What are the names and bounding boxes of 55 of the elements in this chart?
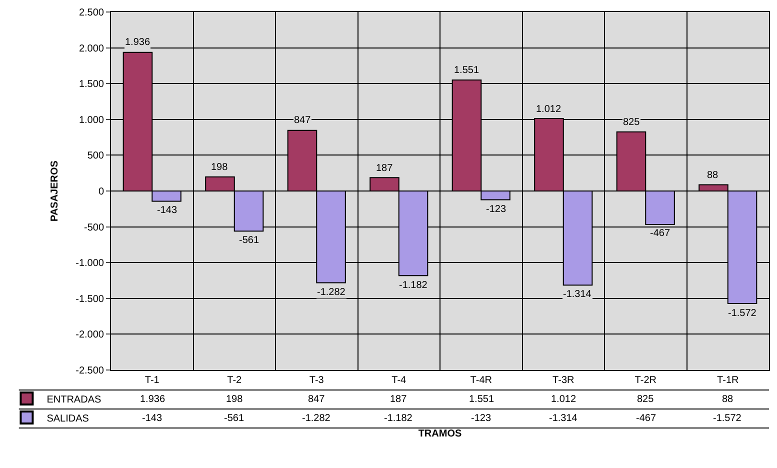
y-tick-label: 1.000 (78, 114, 104, 126)
data-label: 825 (637, 394, 654, 405)
x-tick-label: T-1 (144, 375, 160, 386)
data-label: 187 (390, 394, 408, 405)
data-label: -1.572 (713, 413, 742, 424)
text: 1.936 (125, 37, 150, 48)
data-label: -1.314 (549, 413, 578, 424)
legend-label: ENTRADAS (46, 394, 102, 406)
data-label: -467 (636, 413, 656, 424)
y-tick-label: -500 (84, 222, 104, 234)
x-tick-label: T-4R (470, 375, 492, 386)
x-tick-label: T-4 (392, 375, 407, 386)
text: -1.572 (728, 308, 756, 319)
y-tick-label: 2.000 (78, 43, 104, 54)
y-axis-title: PASAJEROS (50, 160, 61, 222)
x-tick-label: T-3 (309, 375, 324, 386)
y-tick-label: -1.500 (76, 294, 104, 305)
legend-label: SALIDAS (46, 413, 90, 424)
y-tick-label: 2.500 (78, 8, 104, 18)
text: 187 (376, 163, 393, 174)
data-label: -1.182 (384, 413, 413, 424)
text: 1.551 (454, 65, 480, 76)
x-tick-label: T-1R (717, 375, 739, 386)
text: -123 (486, 204, 506, 215)
data-label: 198 (226, 394, 244, 405)
text: 1.012 (536, 104, 562, 115)
x-axis-title: TRAMOS (418, 428, 462, 440)
data-label: -561 (224, 413, 244, 424)
text: -561 (239, 235, 260, 246)
data-label: 1.012 (551, 394, 576, 405)
data-label: -123 (471, 413, 492, 424)
data-label: -1.282 (302, 413, 331, 424)
y-tick-label: 500 (87, 150, 104, 162)
x-tick-label: T-2 (227, 375, 242, 386)
text: 88 (707, 170, 718, 181)
x-tick-label: T-2R (634, 375, 656, 386)
text: 847 (294, 115, 311, 126)
text: -143 (157, 205, 178, 216)
text: -1.314 (563, 289, 592, 300)
y-tick-label: -1.000 (76, 258, 104, 270)
text: -1.282 (317, 287, 346, 298)
y-tick-label: 1.500 (78, 79, 104, 90)
data-label: 847 (308, 394, 326, 405)
data-label: 1.551 (469, 394, 494, 405)
data-label: 1.936 (140, 394, 166, 405)
data-label: -143 (142, 413, 162, 424)
y-tick-label: -2.500 (76, 366, 104, 376)
data-label: 88 (722, 394, 734, 405)
text: -467 (650, 228, 670, 239)
y-tick-label: -2.000 (76, 330, 104, 341)
x-tick-label: T-3R (552, 375, 574, 386)
text: -1.182 (399, 280, 428, 291)
text: 825 (623, 117, 640, 128)
y-tick-label: 0 (98, 186, 104, 198)
text: 198 (211, 162, 228, 173)
